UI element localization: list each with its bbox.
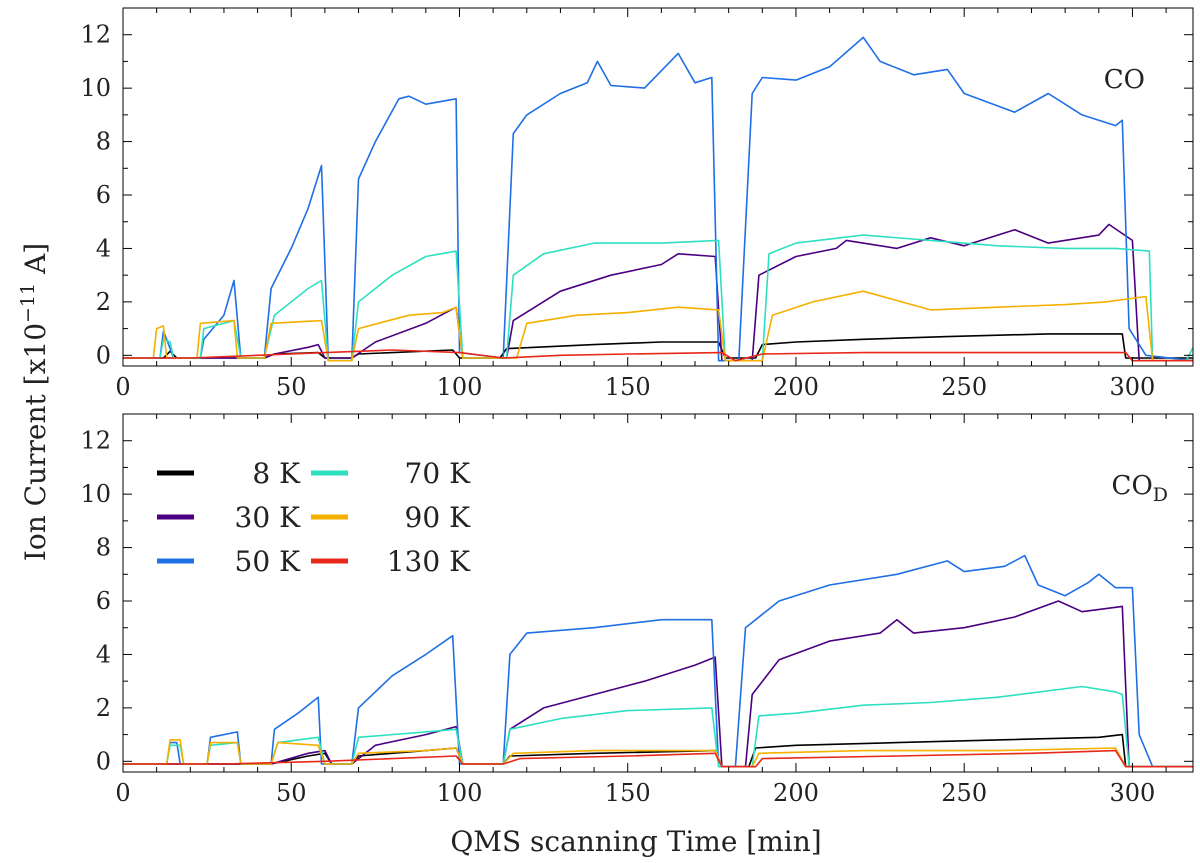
- cod-axis-ticks: 0 50 100 150 200 250 300 0 2 4 6 8 10 12: [80, 414, 1193, 807]
- legend-label-70k: 70 K: [405, 457, 472, 490]
- co-x-tick-label: 100: [437, 373, 483, 401]
- cod-panel-label-subscript: D: [1153, 484, 1168, 506]
- cod-y-tick-label: 2: [96, 694, 111, 722]
- co-x-tick-label: 150: [605, 373, 651, 401]
- y-axis-title-exponent: −11: [17, 283, 39, 323]
- co-y-tick-label: 0: [96, 341, 111, 369]
- cod-x-tick-label: 150: [605, 779, 651, 807]
- co-series-group: [123, 36, 1194, 362]
- co-x-tick-label: 300: [1110, 373, 1156, 401]
- co-series-130k: [123, 349, 1193, 362]
- cod-series-30k: [123, 600, 1193, 768]
- co-panel: 0 50 100 150 200 250 300 0 2 4 6 8 10 12 CO: [80, 7, 1194, 401]
- co-x-tick-label: 50: [276, 373, 307, 401]
- cod-y-tick-label: 10: [80, 480, 111, 508]
- co-series-30k: [123, 223, 1193, 362]
- cod-x-tick-label: 0: [115, 779, 130, 807]
- co-series-50k: [123, 36, 1194, 362]
- co-x-tick-label: 200: [773, 373, 819, 401]
- co-y-tick-label: 4: [96, 234, 111, 262]
- cod-x-tick-label: 300: [1110, 779, 1156, 807]
- co-plot-frame: [122, 7, 1194, 367]
- cod-series-group: [123, 554, 1193, 768]
- co-x-tick-label: 250: [941, 373, 987, 401]
- cod-series-130k: [123, 749, 1193, 768]
- cod-panel-label-main: CO: [1112, 471, 1153, 501]
- co-axis-ticks: 0 50 100 150 200 250 300 0 2 4 6 8 10 12: [80, 8, 1193, 401]
- legend-label-50k: 50 K: [235, 545, 302, 578]
- legend-label-30k: 30 K: [235, 501, 302, 534]
- legend-label-8k: 8 K: [252, 457, 301, 490]
- cod-y-tick-label: 0: [96, 747, 111, 775]
- co-y-tick-label: 6: [96, 181, 111, 209]
- legend: 8 K 30 K 50 K 70 K 90 K 130 K: [157, 457, 471, 578]
- cod-x-tick-label: 50: [276, 779, 307, 807]
- co-series-90k: [123, 290, 1193, 362]
- co-y-tick-label: 8: [96, 128, 111, 156]
- cod-series-50k: [123, 554, 1193, 768]
- cod-x-tick-label: 100: [437, 779, 483, 807]
- cod-y-tick-label: 8: [96, 534, 111, 562]
- legend-label-130k: 130 K: [387, 545, 471, 578]
- legend-label-90k: 90 K: [405, 501, 472, 534]
- co-y-tick-label: 12: [80, 21, 111, 49]
- cod-panel: 0 50 100 150 200 250 300 0 2 4 6 8 10 12 COD 8 K 30 K 5…: [80, 413, 1194, 807]
- cod-y-tick-label: 12: [80, 427, 111, 455]
- y-axis-title-suffix: A]: [19, 243, 52, 283]
- y-axis-title: Ion Current [x10−11 A]: [17, 243, 52, 561]
- cod-x-tick-label: 200: [773, 779, 819, 807]
- cod-plot-frame: [122, 413, 1194, 773]
- cod-x-tick-label: 250: [941, 779, 987, 807]
- co-y-tick-label: 2: [96, 288, 111, 316]
- y-axis-title-prefix: Ion Current [x10: [19, 323, 52, 561]
- cod-y-tick-label: 6: [96, 587, 111, 615]
- co-panel-label: CO: [1104, 65, 1145, 95]
- co-x-tick-label: 0: [115, 373, 130, 401]
- co-y-tick-label: 10: [80, 74, 111, 102]
- x-axis-title: QMS scanning Time [min]: [450, 825, 821, 858]
- cod-panel-label: COD: [1112, 471, 1168, 506]
- cod-y-tick-label: 4: [96, 640, 111, 668]
